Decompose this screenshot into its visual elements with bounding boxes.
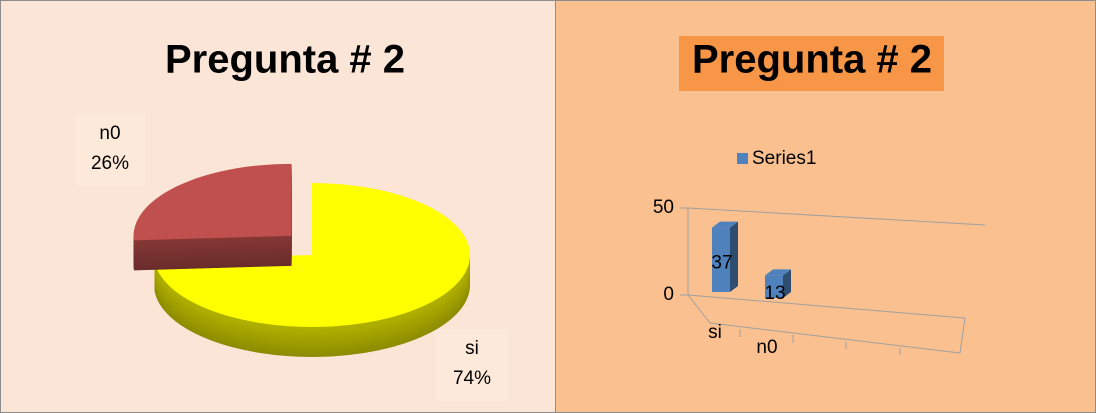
data-label: 74% — [453, 368, 491, 389]
chart-title: Pregunta # 2 — [692, 38, 932, 82]
bar-top — [765, 269, 791, 276]
legend-swatch — [737, 153, 748, 164]
legend-label: Series1 — [752, 148, 816, 169]
pie-slice — [154, 183, 471, 328]
title-box — [679, 36, 944, 91]
data-label: 26% — [91, 153, 129, 174]
data-label-category: n0 — [99, 123, 120, 144]
data-label-box — [75, 114, 145, 186]
data-label: 13 — [764, 283, 785, 304]
data-label-box — [437, 329, 507, 401]
pie-slice — [133, 163, 292, 241]
y-tick-label: 50 — [653, 197, 674, 218]
axes-3d — [687, 207, 986, 355]
bar — [712, 227, 730, 292]
bar-side — [730, 221, 738, 292]
x-tick-label: n0 — [756, 337, 777, 358]
data-label-category: si — [465, 338, 479, 359]
bar — [765, 275, 783, 298]
y-tick-label: 0 — [663, 284, 674, 305]
bar-side — [783, 269, 791, 298]
data-label: 37 — [711, 253, 732, 274]
chart-title: Pregunta # 2 — [165, 38, 405, 82]
bar-top — [712, 221, 738, 228]
x-tick-label: si — [708, 322, 722, 343]
